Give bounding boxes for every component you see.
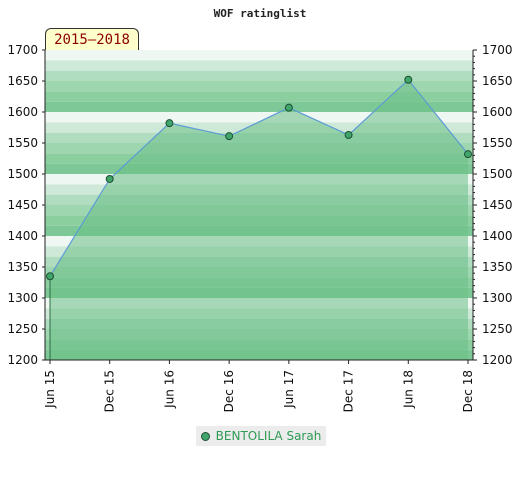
y-tick-label-right: 1400 [482,229,513,243]
background-band [45,70,473,81]
y-tick-label-left: 1300 [7,291,38,305]
legend-series-label: BENTOLILA Sarah [215,429,322,443]
y-tick-label-right: 1200 [482,353,513,367]
background-band [45,50,473,61]
series-line [49,78,469,277]
axes: 1200 1200 1250 1250 1300 1300 1350 1350 1400 1400… [7,43,512,412]
x-tick-label: Jun 17 [282,370,296,409]
series-area [50,79,468,360]
x-tick-label: Jun 16 [162,370,176,409]
period-label: 2015–2018 [45,28,139,50]
data-point [404,75,413,84]
background-band [45,101,473,112]
data-point [464,150,472,159]
background-band [45,112,473,123]
y-tick-label-left: 1350 [7,260,38,274]
background-band [45,60,473,71]
y-tick-label-right: 1300 [482,291,513,305]
x-tick-label: Jun 18 [401,370,415,409]
y-tick-label-left: 1450 [7,198,38,212]
y-tick-label-left: 1500 [7,167,38,181]
y-tick-label-left: 1200 [7,353,38,367]
y-tick-label-left: 1600 [7,105,38,119]
background-band [45,81,473,92]
data-marks [46,75,472,281]
y-tick-label-right: 1650 [482,74,513,88]
x-tick-label: Dec 16 [222,370,236,412]
data-point [344,130,353,139]
x-tick-label: Dec 18 [461,370,475,412]
x-tick-label: Jun 15 [43,370,57,409]
y-tick-label-left: 1650 [7,74,38,88]
data-point [46,272,54,281]
area-layer [49,79,468,360]
chart-title: WOF ratinglist [214,7,307,20]
data-point [225,132,234,141]
y-tick-label-right: 1350 [482,260,513,274]
y-tick-label-right: 1450 [482,198,513,212]
data-point [105,174,114,183]
y-tick-label-right: 1700 [482,43,513,57]
y-tick-label-left: 1550 [7,136,38,150]
y-tick-label-right: 1250 [482,322,513,336]
y-tick-label-right: 1550 [482,136,513,150]
legend-marker-icon [200,431,210,441]
y-tick-label-right: 1600 [482,105,513,119]
x-tick-label: Dec 15 [103,370,117,412]
x-tick-label: Dec 17 [342,370,356,412]
legend: BENTOLILA Sarah [196,426,326,446]
y-tick-label-left: 1250 [7,322,38,336]
y-tick-label-right: 1500 [482,167,513,181]
data-point [284,103,293,112]
background-band [45,91,473,102]
y-tick-label-left: 1700 [7,43,38,57]
y-tick-label-left: 1400 [7,229,38,243]
data-point [165,119,174,128]
